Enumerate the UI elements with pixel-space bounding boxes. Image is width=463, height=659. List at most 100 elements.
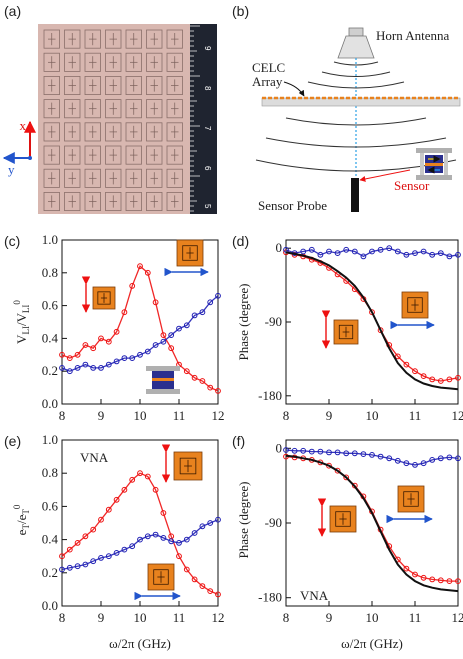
blue-data-point bbox=[90, 365, 97, 371]
device-layer bbox=[152, 378, 174, 381]
celc-cell bbox=[84, 191, 101, 211]
red-data-point bbox=[455, 374, 461, 381]
blue-data-point bbox=[90, 558, 97, 565]
blue-data-point bbox=[105, 361, 112, 368]
x-axis-label: x bbox=[20, 118, 27, 133]
celc-cell bbox=[166, 168, 183, 188]
blue-data-point bbox=[420, 460, 427, 467]
red-data-point bbox=[412, 368, 418, 375]
blue-data-point bbox=[144, 533, 151, 540]
blue-data-point bbox=[455, 455, 461, 462]
red-data-point bbox=[191, 374, 198, 381]
blue-data-point bbox=[394, 457, 401, 464]
red-data-point bbox=[98, 335, 104, 342]
x-tick-label: 11 bbox=[173, 408, 186, 423]
red-data-point bbox=[403, 565, 410, 572]
red-data-point bbox=[429, 376, 436, 383]
sensor-probe-label: Sensor Probe bbox=[258, 198, 327, 213]
celc-cell bbox=[64, 145, 81, 165]
blue-data-point bbox=[386, 455, 393, 462]
blue-data-point bbox=[66, 564, 73, 571]
inset-icons bbox=[81, 239, 435, 601]
resonator-icon bbox=[329, 505, 357, 533]
blue-data-point bbox=[308, 246, 315, 253]
axes-origin bbox=[28, 156, 32, 160]
celc-cell bbox=[43, 52, 60, 72]
sensor-label: Sensor bbox=[394, 178, 430, 193]
resonator-icon bbox=[401, 291, 429, 319]
celc-cell bbox=[84, 145, 101, 165]
blue-data-point bbox=[176, 325, 182, 332]
celc-photo: 9 8 7 6 5 bbox=[38, 24, 217, 217]
x-tick-label: 12 bbox=[452, 408, 463, 423]
celc-cell bbox=[64, 52, 81, 72]
red-data-point bbox=[90, 345, 97, 352]
blue-data-point bbox=[121, 355, 128, 362]
blue-data-point bbox=[429, 457, 436, 463]
blue-data-point bbox=[403, 251, 410, 258]
y-tick-label: -90 bbox=[265, 314, 282, 329]
wavefront bbox=[333, 61, 379, 66]
schematic: Horn Antenna CELC Array Sensor Probe Sen… bbox=[252, 27, 461, 213]
panel-label-b: (b) bbox=[232, 3, 249, 19]
celc-cell bbox=[105, 52, 122, 72]
blue-data-point bbox=[199, 523, 206, 530]
x-tick-label: 11 bbox=[409, 408, 422, 423]
celc-cell bbox=[84, 122, 101, 142]
panel-label-a: (a) bbox=[4, 3, 21, 19]
celc-cell bbox=[105, 99, 122, 119]
y-tick-label: -90 bbox=[265, 515, 282, 530]
celc-cell bbox=[84, 52, 101, 72]
sensor-device bbox=[416, 148, 452, 180]
y-tick-label: 1.0 bbox=[42, 232, 58, 247]
red-data-point bbox=[334, 467, 341, 474]
y-tick-label: -180 bbox=[258, 590, 282, 605]
blue-data-point bbox=[168, 332, 175, 339]
red-data-point bbox=[152, 486, 159, 493]
red-data-point bbox=[105, 338, 112, 345]
blue-data-point bbox=[105, 553, 112, 560]
red-data-point bbox=[412, 571, 418, 578]
celc-cell bbox=[43, 29, 60, 49]
panel-label-f: (f) bbox=[232, 433, 245, 449]
red-data-point bbox=[137, 470, 143, 477]
red-data-point bbox=[66, 355, 73, 362]
red-data-point bbox=[66, 546, 73, 553]
blue-data-point bbox=[74, 563, 81, 570]
blue-data-point bbox=[446, 253, 453, 260]
chart-e-annotation: VNA bbox=[80, 450, 109, 465]
photo-substrate bbox=[38, 24, 190, 214]
blue-data-point bbox=[152, 531, 159, 538]
blue-data-point bbox=[191, 312, 198, 319]
red-data-point bbox=[215, 388, 221, 394]
y-tick-label: 0.0 bbox=[42, 598, 58, 613]
blue-data-point bbox=[412, 250, 418, 257]
blue-data-point bbox=[369, 452, 375, 458]
blue-data-point bbox=[59, 365, 65, 371]
x-tick-label: 8 bbox=[59, 408, 66, 423]
celc-label-line1: CELC bbox=[252, 60, 285, 75]
celc-cell bbox=[105, 122, 122, 142]
blue-data-point bbox=[168, 538, 175, 545]
x-tick-label: 11 bbox=[409, 610, 422, 625]
x-tick-label: 8 bbox=[59, 610, 66, 625]
blue-data-point bbox=[199, 309, 206, 316]
blue-data-point bbox=[351, 248, 358, 255]
ruler-ticks bbox=[190, 25, 200, 217]
resonator-icon bbox=[176, 239, 204, 267]
y-tick-label: 0 bbox=[276, 240, 283, 255]
red-data-point bbox=[74, 351, 81, 358]
blue-data-point bbox=[215, 516, 221, 523]
red-data-point bbox=[82, 533, 89, 540]
celc-cell bbox=[125, 76, 142, 96]
celc-cell bbox=[64, 99, 81, 119]
celc-cell bbox=[84, 76, 101, 96]
red-data-point bbox=[437, 378, 444, 384]
blue-data-point bbox=[369, 248, 375, 255]
chart-f-annotation: VNA bbox=[300, 588, 329, 603]
celc-cell bbox=[166, 145, 183, 165]
blue-data-point bbox=[152, 342, 159, 348]
plot-frame bbox=[285, 439, 459, 607]
blue-data-point bbox=[317, 448, 324, 455]
red-data-point bbox=[446, 376, 453, 383]
